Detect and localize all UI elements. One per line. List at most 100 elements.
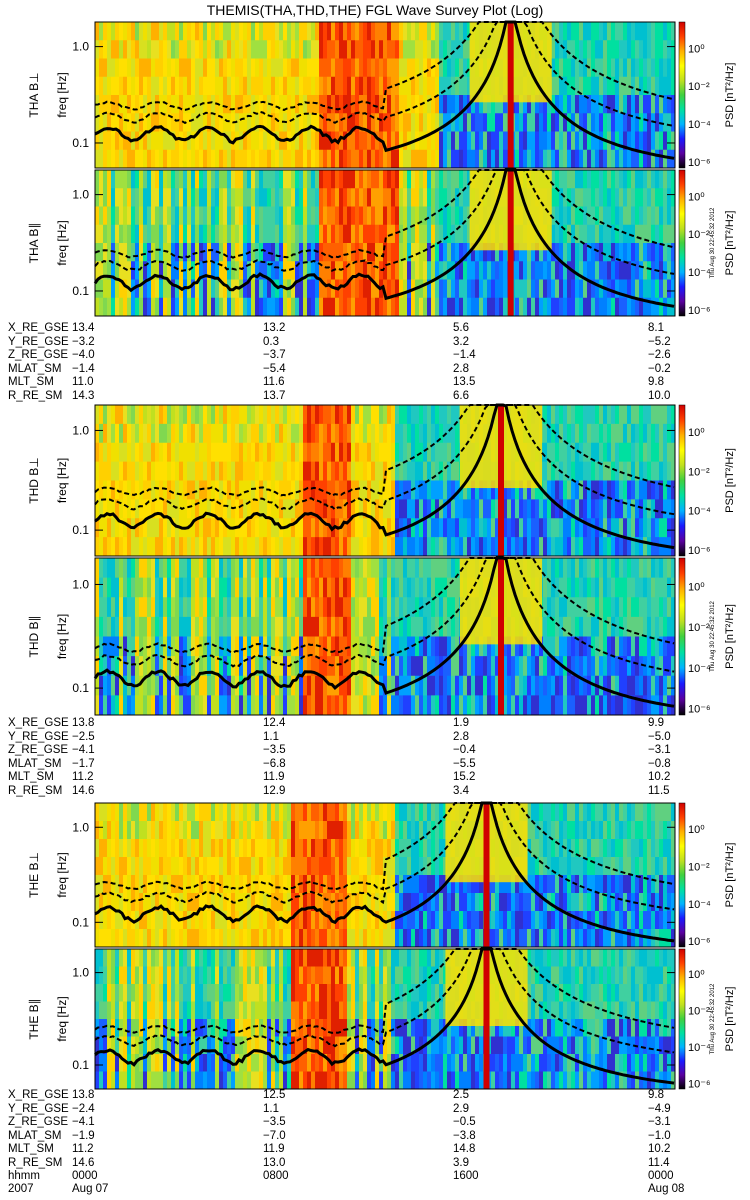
ephemeris-name: X_RE_GSE [8,717,69,729]
y-axis-label: freq [Hz] [55,614,69,659]
colorbar-tick: 10⁻⁴ [688,267,711,279]
ephemeris-value: 12.9 [263,784,286,797]
ephemeris-tha: X_RE_GSE 13.4 13.2 5.6 8.1 Y_RE_GSE −3.2 0.3 3.2… [8,322,671,403]
ephemeris-value: 11.9 [263,771,285,783]
ephemeris-name: MLAT_SM [8,362,62,375]
ephemeris-value: −7.0 [263,1129,286,1142]
colorbar-label: PSD [nT²/Hz] [724,448,736,513]
ephemeris-value: −6.8 [263,757,286,770]
ephemeris-row: R_RE_SM 14.6 13.0 3.9 11.4 [8,1156,670,1171]
ephemeris-value: 13.8 [72,717,95,729]
colorbar [678,557,686,716]
y-tick-label: 0.1 [72,681,89,695]
ephemeris-value: 9.8 [648,376,664,388]
ephemeris-value: −5.4 [263,362,286,375]
page-title: THEMIS(THA,THD,THE) FGL Wave Survey Plot… [206,2,544,18]
colorbar-label: PSD [nT²/Hz] [724,604,736,669]
ephemeris-row: X_RE_GSE 13.4 13.2 5.6 8.1 [8,322,668,336]
ephemeris-name: Y_RE_GSE [8,335,69,348]
x-tick-label: 0800 [263,1170,289,1182]
year-label: 2007 [8,1183,34,1195]
ephemeris-value: −1.4 [72,362,95,375]
ephemeris-row: Z_RE_GSE −4.1 −3.5 −0.4 −3.1 [8,744,671,758]
ephemeris-name: MLT_SM [8,376,54,388]
ephemeris-name: R_RE_SM [8,389,63,402]
colorbar-label: PSD [nT²/Hz] [724,843,736,908]
ephemeris-value: 14.3 [72,389,95,402]
x-tick-label: 1600 [453,1170,479,1182]
ephemeris-value: 3.2 [453,335,469,348]
colorbar-tick: 10⁰ [688,43,705,55]
ephemeris-value: 6.6 [453,389,469,402]
ephemeris-row: MLT_SM 11.2 11.9 14.8 10.2 [8,1143,671,1157]
timestamp: Thu Aug 30 22:45:32 2012 [710,600,716,671]
ephemeris-value: 10.2 [648,1143,671,1155]
ephemeris-name: Y_RE_GSE [8,730,69,743]
spectrogram-panel-1: 1.0 0.1 freq [Hz] THA B⊥ 10⁰ 10⁻² 10⁻⁴ 10⁻⁶ PSD … [27,20,736,169]
colorbar-tick: 10⁻⁶ [688,545,711,557]
colorbar-label: PSD [nT²/Hz] [724,987,736,1052]
ephemeris-value: 9.8 [648,1089,664,1101]
spectrogram-panel-5: 1.0 0.1 freq [Hz] THE B⊥ 10⁰ 10⁻² 10⁻⁴ 10⁻⁶ PSD … [27,801,736,948]
ephemeris-value: −1.4 [453,349,476,361]
ephemeris-value: 2.8 [453,362,469,375]
colorbar-tick: 10⁰ [688,581,705,593]
ephemeris-row: Y_RE_GSE −2.4 1.1 2.9 −4.9 [8,1102,671,1117]
ephemeris-value: −4.1 [72,744,95,756]
y-tick-label: 1.0 [72,40,89,54]
colorbar-tick: 10⁻² [688,229,710,241]
ephemeris-value: 13.0 [263,1156,286,1169]
y-axis-label: freq [Hz] [55,996,69,1041]
ephemeris-value: 9.9 [648,717,664,729]
ephemeris-name: Z_RE_GSE [8,349,69,361]
colorbar-tick: 10⁻⁴ [688,899,711,911]
y-tick-label: 0.1 [72,523,89,537]
ephemeris-row: X_RE_GSE 13.8 12.4 1.9 9.9 [8,717,668,731]
y-tick-label: 1.0 [72,966,89,980]
ephemeris-value: 13.4 [72,322,95,334]
colorbar-tick: 10⁻⁴ [688,506,711,518]
colorbar-tick: 10⁻⁶ [688,704,711,716]
colorbar [678,948,686,1090]
ephemeris-name: R_RE_SM [8,1156,63,1169]
ephemeris-row: MLT_SM 11.0 11.6 13.5 9.8 [8,376,668,390]
ephemeris-value: −2.6 [648,349,671,361]
ephemeris-value: 12.5 [263,1089,286,1101]
ephemeris-row: MLAT_SM −1.7 −6.8 −5.5 −0.8 [8,757,671,772]
ephemeris-name: MLT_SM [8,1143,54,1155]
ephemeris-value: −1.7 [72,757,95,770]
ephemeris-name: X_RE_GSE [8,1089,69,1101]
ephemeris-row: R_RE_SM 14.6 12.9 3.4 11.5 [8,784,670,799]
ephemeris-value: 11.0 [72,376,94,388]
ephemeris-value: −0.8 [648,757,671,770]
colorbar [678,404,686,557]
hhmm-label: hhmm [8,1170,40,1182]
ephemeris-value: −3.1 [648,1116,671,1128]
ephemeris-row: MLAT_SM −1.9 −7.0 −3.8 −1.0 [8,1129,671,1144]
ephemeris-value: −2.4 [72,1102,95,1115]
colorbar-tick: 10⁻⁶ [688,305,711,317]
ephemeris-name: MLAT_SM [8,1129,62,1142]
ephemeris-value: −5.2 [648,335,671,348]
ephemeris-value: 10.2 [648,771,671,783]
ephemeris-value: −3.5 [263,744,286,756]
ephemeris-value: −3.5 [263,1116,286,1128]
ephemeris-value: 0.3 [263,335,279,348]
colorbar-tick: 10⁻⁴ [688,119,711,131]
ephemeris-value: 12.4 [263,717,286,729]
timestamp: Thu Aug 30 22:45:32 2012 [710,983,716,1054]
ephemeris-value: 1.1 [263,1102,279,1115]
y-tick-label: 0.1 [72,915,89,929]
ephemeris-row: X_RE_GSE 13.8 12.5 2.5 9.8 [8,1089,668,1103]
y-axis-label: freq [Hz] [55,852,69,897]
ephemeris-name: MLAT_SM [8,757,62,770]
ephemeris-name: Z_RE_GSE [8,744,69,756]
panel-label: THD B⊥ [27,457,41,503]
ephemeris-value: 11.2 [72,771,94,783]
ephemeris-value: −3.1 [648,744,671,756]
colorbar-tick: 10⁻⁶ [688,936,711,948]
ephemeris-value: 11.2 [72,1143,94,1155]
ephemeris-name: MLT_SM [8,771,54,783]
ephemeris-value: 15.2 [453,771,476,783]
